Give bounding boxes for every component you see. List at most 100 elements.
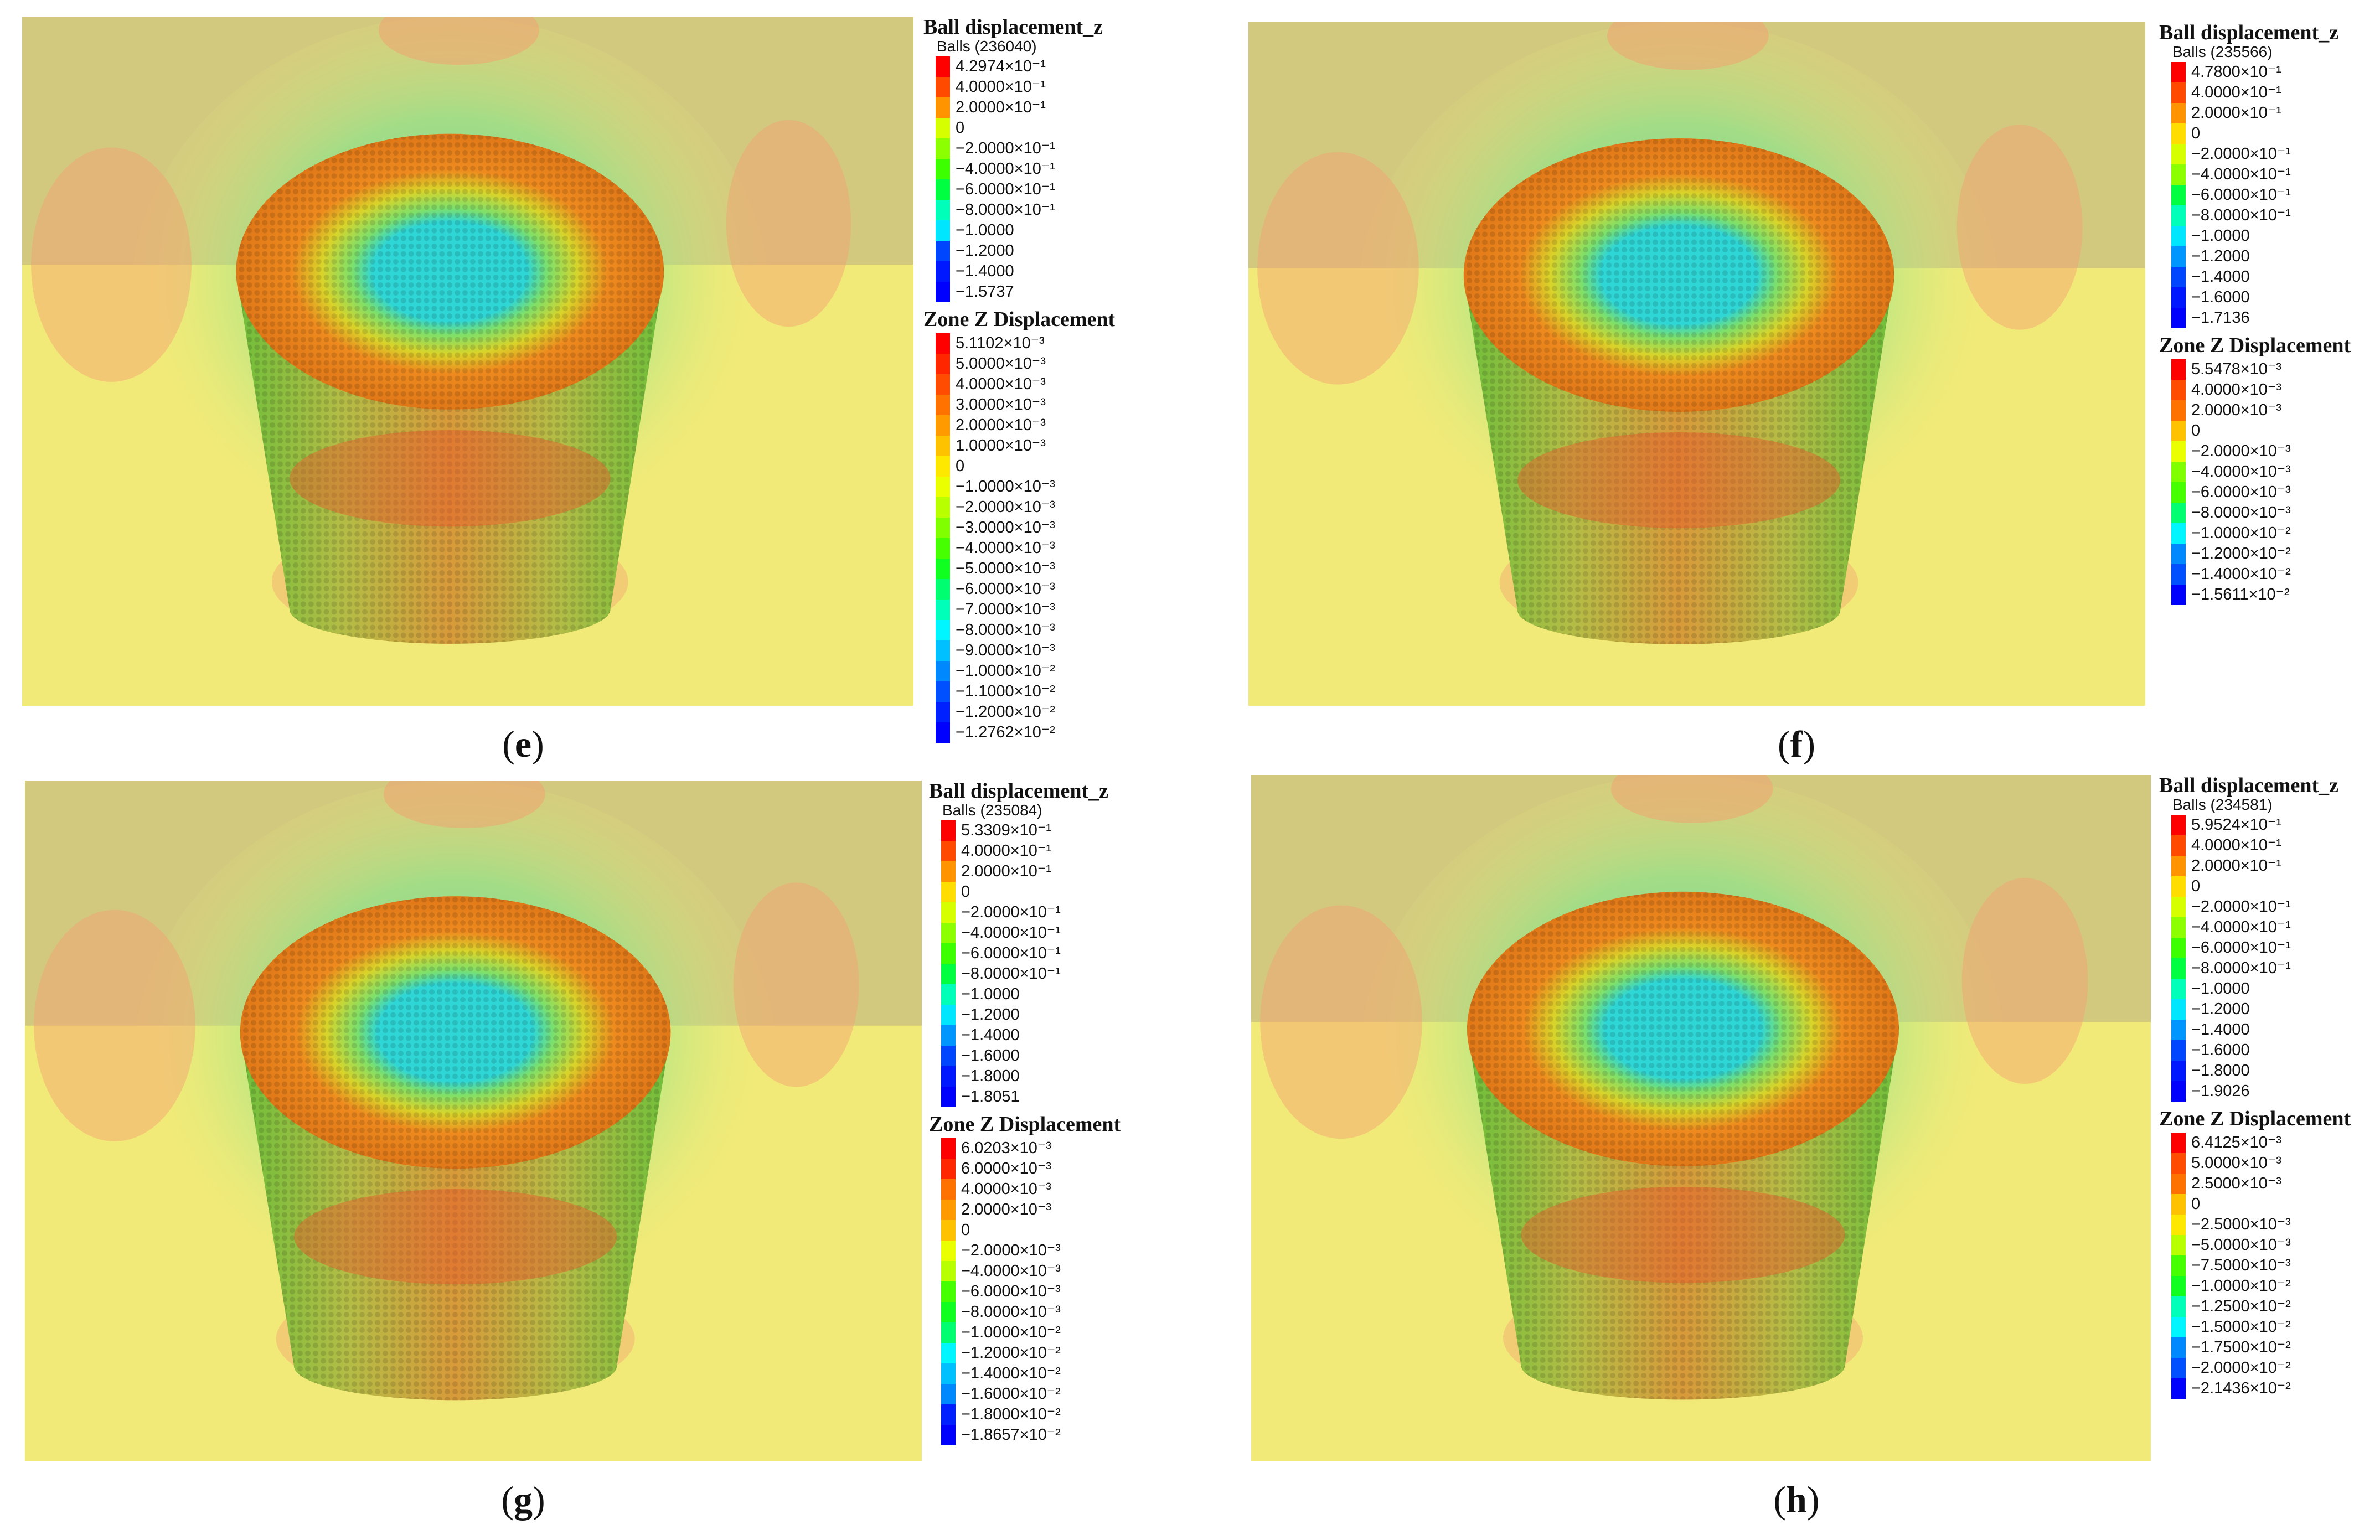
legend-swatch: [936, 354, 950, 374]
legend-value: −5.0000×10⁻³: [956, 560, 1055, 577]
ball-legend-row: 0: [941, 882, 970, 902]
legend-swatch: [936, 220, 950, 241]
legend-value: 2.0000×10⁻¹: [956, 99, 1046, 116]
ball-legend-title-f: Ball displacement_z: [2159, 21, 2339, 44]
legend-swatch: [941, 1241, 956, 1261]
legend-swatch: [936, 374, 950, 395]
legend-value: −1.8000×10⁻²: [961, 1405, 1061, 1423]
legend-value: −1.4000: [956, 262, 1014, 280]
zone-legend-row: −1.8657×10⁻²: [941, 1425, 1061, 1445]
legend-swatch: [936, 702, 950, 722]
plot-f: [1248, 22, 2145, 706]
zone-legend-row: −2.5000×10⁻³: [2171, 1215, 2291, 1235]
legend-value: −1.5737: [956, 283, 1014, 301]
pile-band: [1517, 432, 1841, 528]
legend-swatch: [941, 1425, 956, 1445]
legend-swatch: [2171, 897, 2186, 917]
ball-legend-row: −1.6000: [2171, 287, 2250, 308]
legend-value: 4.0000×10⁻³: [961, 1180, 1051, 1198]
legend-swatch: [936, 138, 950, 159]
legend-value: −8.0000×10⁻¹: [961, 965, 1061, 983]
ball-legend-row: 0: [936, 118, 964, 138]
legend-swatch: [2171, 564, 2186, 585]
zone-legend-title-e: Zone Z Displacement: [923, 308, 1116, 331]
ball-legend-title-h: Ball displacement_z: [2159, 774, 2339, 797]
caption-h: (h): [1741, 1481, 1852, 1518]
zone-legend-row: 4.0000×10⁻³: [2171, 380, 2281, 400]
legend-swatch: [936, 56, 950, 77]
zone-legend-row: 6.0203×10⁻³: [941, 1138, 1051, 1159]
legend-swatch: [936, 118, 950, 138]
caption-f-open: (: [1778, 723, 1790, 765]
legend-swatch: [2171, 1061, 2186, 1081]
legend-swatch: [941, 964, 956, 984]
legend-value: −2.0000×10⁻³: [2191, 442, 2291, 460]
legend-value: −4.0000×10⁻³: [961, 1262, 1061, 1280]
ball-legend-row: −1.4000: [936, 261, 1014, 282]
legend-swatch: [941, 1281, 956, 1302]
ball-legend-row: −1.2000: [2171, 246, 2250, 267]
ball-legend-row: −4.0000×10⁻¹: [941, 923, 1061, 943]
zone-legend-row: 2.5000×10⁻³: [2171, 1174, 2281, 1194]
zone-legend-row: 4.0000×10⁻³: [941, 1179, 1051, 1200]
ball-legend-row: −6.0000×10⁻¹: [941, 943, 1061, 964]
legend-swatch: [941, 1159, 956, 1179]
legend-swatch: [2171, 544, 2186, 564]
contour-blob-left: [1257, 152, 1419, 385]
ball-legend-row: −1.0000: [941, 984, 1020, 1005]
legend-value: −1.6000×10⁻²: [961, 1385, 1061, 1403]
zone-legend-row: −1.0000×10⁻²: [941, 1322, 1061, 1343]
legend-value: 5.3309×10⁻¹: [961, 821, 1051, 839]
legend-value: −1.6000: [2191, 1041, 2250, 1059]
legend-swatch: [2171, 82, 2186, 103]
caption-f: (f): [1741, 725, 1852, 763]
legend-value: −1.0000: [2191, 227, 2250, 245]
legend-swatch: [2171, 308, 2186, 328]
legend-value: 4.0000×10⁻¹: [956, 78, 1046, 96]
legend-swatch: [941, 1005, 956, 1025]
ball-legend-row: 2.0000×10⁻¹: [936, 97, 1046, 118]
zone-legend-row: −1.0000×10⁻²: [936, 661, 1055, 681]
legend-value: −1.4000×10⁻²: [961, 1365, 1061, 1382]
zone-legend-row: −2.0000×10⁻³: [941, 1241, 1061, 1261]
legend-value: −7.0000×10⁻³: [956, 601, 1055, 618]
legend-swatch: [2171, 1296, 2186, 1317]
legend-value: 2.0000×10⁻³: [956, 416, 1046, 434]
legend-value: −8.0000×10⁻³: [956, 621, 1055, 639]
zone-legend-row: 4.0000×10⁻³: [936, 374, 1046, 395]
zone-legend-row: 5.1102×10⁻³: [936, 333, 1045, 354]
legend-value: −1.5000×10⁻²: [2191, 1318, 2291, 1336]
pile-band: [290, 430, 611, 527]
legend-value: −1.4000: [961, 1026, 1020, 1044]
legend-value: −1.5611×10⁻²: [2191, 586, 2290, 603]
legend-swatch: [941, 1363, 956, 1384]
legend-swatch: [941, 943, 956, 964]
legend-value: 2.0000×10⁻¹: [961, 862, 1051, 880]
legend-swatch: [2171, 164, 2186, 185]
ball-legend-row: 2.0000×10⁻¹: [941, 861, 1051, 882]
ball-legend-row: −8.0000×10⁻¹: [2171, 205, 2291, 226]
legend-value: −4.0000×10⁻¹: [2191, 918, 2291, 936]
ball-legend-row: −1.2000: [936, 241, 1014, 261]
zone-legend-row: −2.0000×10⁻³: [2171, 441, 2291, 462]
ball-legend-title-e: Ball displacement_z: [923, 15, 1103, 39]
legend-swatch: [2171, 267, 2186, 287]
caption-f-letter: f: [1790, 723, 1803, 765]
legend-swatch: [2171, 62, 2186, 82]
legend-value: 2.0000×10⁻³: [2191, 401, 2281, 419]
ball-legend-row: 4.0000×10⁻¹: [941, 841, 1051, 861]
ball-legend-row: 5.3309×10⁻¹: [941, 820, 1051, 841]
legend-swatch: [2171, 585, 2186, 605]
legend-swatch: [936, 538, 950, 559]
legend-swatch: [2171, 999, 2186, 1020]
legend-value: 6.4125×10⁻³: [2191, 1134, 2281, 1151]
legend-value: −5.0000×10⁻³: [2191, 1236, 2291, 1254]
legend-value: 0: [956, 457, 965, 475]
legend-swatch: [2171, 380, 2186, 400]
zone-legend-row: −1.0000×10⁻²: [2171, 523, 2291, 544]
caption-g-close: ): [533, 1479, 545, 1521]
legend-swatch: [2171, 359, 2186, 380]
legend-swatch: [941, 861, 956, 882]
legend-value: −6.0000×10⁻³: [2191, 483, 2291, 501]
legend-value: 0: [2191, 1195, 2201, 1213]
